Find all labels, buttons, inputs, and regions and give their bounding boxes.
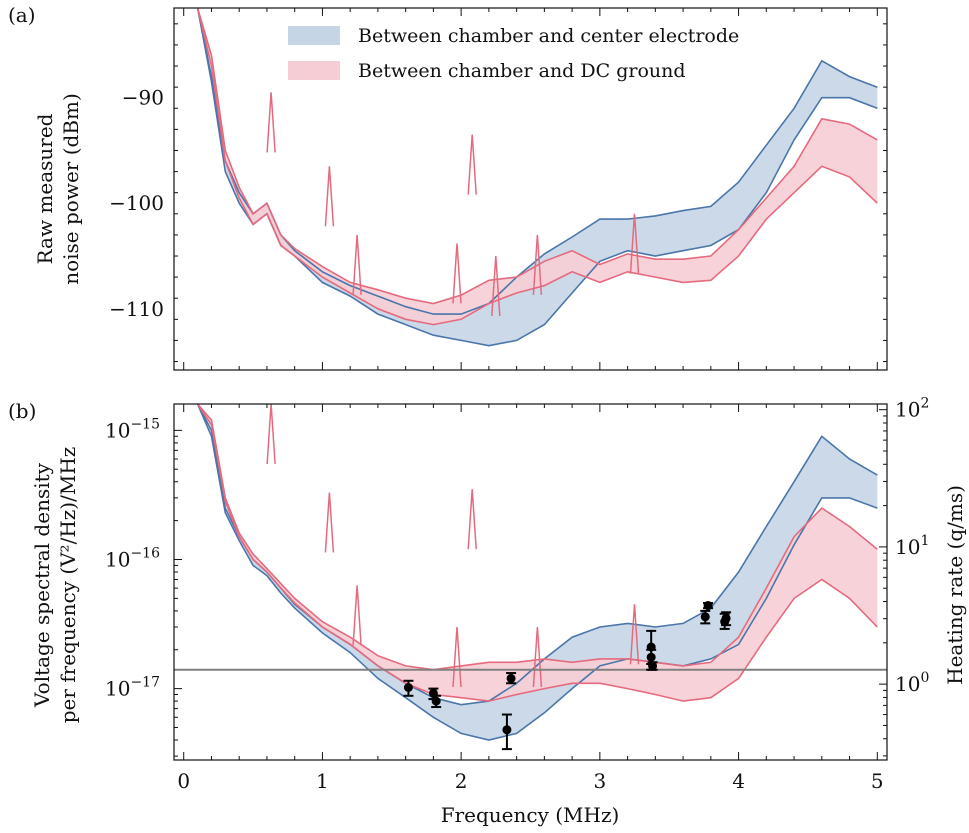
panel-a-axes: −90 −100 −110: [109, 8, 887, 370]
panel-a-y-tick-label: −100: [109, 191, 164, 215]
panel-b-data-point: [506, 673, 516, 683]
panel-b-data-points: [403, 601, 732, 751]
panel-b-lower-line-dc-ground: [196, 403, 878, 702]
legend-label-dc-ground: Between chamber and DC ground: [358, 60, 686, 82]
panel-a-peak: [532, 234, 543, 295]
panel-b-data-point: [403, 683, 413, 693]
panel-b-data-point: [721, 613, 731, 623]
panel-b-data-point: [646, 652, 656, 662]
panel-b-x-tick-label: 1: [316, 769, 329, 793]
panel-b-x-tick-label: 3: [593, 769, 606, 793]
panel-b-peak: [324, 492, 335, 553]
panel-b-ylabel: Voltage spectral density per frequency (…: [30, 447, 80, 724]
panel-a-peak: [266, 92, 276, 153]
panel-a-peak: [629, 213, 640, 274]
panel-b-y-tick-label: 10−16: [105, 545, 160, 571]
legend-label-center-electrode: Between chamber and center electrode: [358, 25, 739, 47]
panel-a-fills: [197, 8, 878, 346]
panel-a-y-tick-label: −90: [122, 86, 164, 110]
panel-b-y-tick-label: 10−15: [105, 416, 160, 442]
panel-b-data-point: [502, 725, 512, 735]
panel-b: 0 1 2 3 4 5 10−17 10−16 10−15 100 101 102 (b) Volta…: [8, 396, 967, 827]
panel-a-ylabel-line1: Raw measured: [33, 113, 57, 264]
panel-b-y2-tick-label: 102: [895, 396, 929, 422]
panel-b-peak: [532, 626, 543, 688]
panel-a-y-tick-label: −110: [109, 297, 164, 321]
panel-b-peak: [452, 626, 462, 688]
panel-a-peak: [467, 134, 477, 195]
panel-b-frame: [173, 403, 888, 761]
panel-b-upper-line-dc-ground: [196, 403, 878, 671]
panel-b-x-tick-label: 2: [455, 769, 468, 793]
panel-b-data-point: [703, 601, 713, 611]
panel-b-y-tick-label: 10−17: [105, 675, 160, 701]
panel-a-ylabel: Raw measured noise power (dBm): [33, 93, 83, 285]
panel-b-peak: [266, 403, 276, 465]
panel-b-peak: [467, 489, 477, 550]
panel-a-lines: [196, 7, 878, 347]
panel-a-peak: [352, 234, 362, 295]
panel-b-ylabel-line1: Voltage spectral density: [30, 462, 54, 708]
panel-b-y2-tick-label: 101: [895, 533, 929, 559]
panel-a-upper-line-dc-ground: [196, 7, 878, 305]
panel-b-ylabel-right: Heating rate (q/ms): [943, 485, 967, 685]
panel-b-band-center-electrode: [197, 404, 878, 740]
legend: Between chamber and center electrode Bet…: [288, 25, 739, 82]
panel-b-x-tick-label: 5: [871, 769, 884, 793]
panel-a-lower-line-dc-ground: [196, 7, 878, 326]
panel-b-fills: [197, 404, 878, 740]
panel-b-ylabel-line2: per frequency (V²/Hz)/MHz: [56, 447, 80, 724]
panel-b-y2-tick-label: 100: [895, 670, 929, 696]
panel-a-peak: [491, 255, 501, 317]
panel-b-peak: [352, 585, 362, 646]
panel-a-peak: [452, 243, 462, 304]
panel-a-ylabel-line2: noise power (dBm): [59, 93, 83, 285]
panel-b-x-tick-label: 4: [732, 769, 745, 793]
panel-b-label: (b): [8, 399, 36, 423]
panel-b-lower-line-center-electrode: [196, 403, 878, 741]
panel-a-frame: [173, 7, 888, 371]
panel-b-axes: 0 1 2 3 4 5 10−17 10−16 10−15 100 101 102: [105, 396, 929, 793]
legend-swatch-center-electrode: [288, 26, 340, 45]
panel-a-label: (a): [8, 3, 36, 27]
panel-a-peak: [324, 166, 335, 227]
panel-b-data-point: [700, 612, 710, 622]
panel-b-peak: [629, 604, 640, 665]
x-axis-label: Frequency (MHz): [441, 803, 620, 827]
panel-b-data-point: [431, 696, 441, 706]
panel-b-data-point: [648, 661, 658, 671]
panel-b-x-tick-label: 0: [177, 769, 190, 793]
legend-swatch-dc-ground: [288, 61, 340, 80]
panel-b-lines: [196, 403, 878, 741]
panel-a: −90 −100 −110 (a) Raw measured noise power…: [8, 3, 888, 371]
